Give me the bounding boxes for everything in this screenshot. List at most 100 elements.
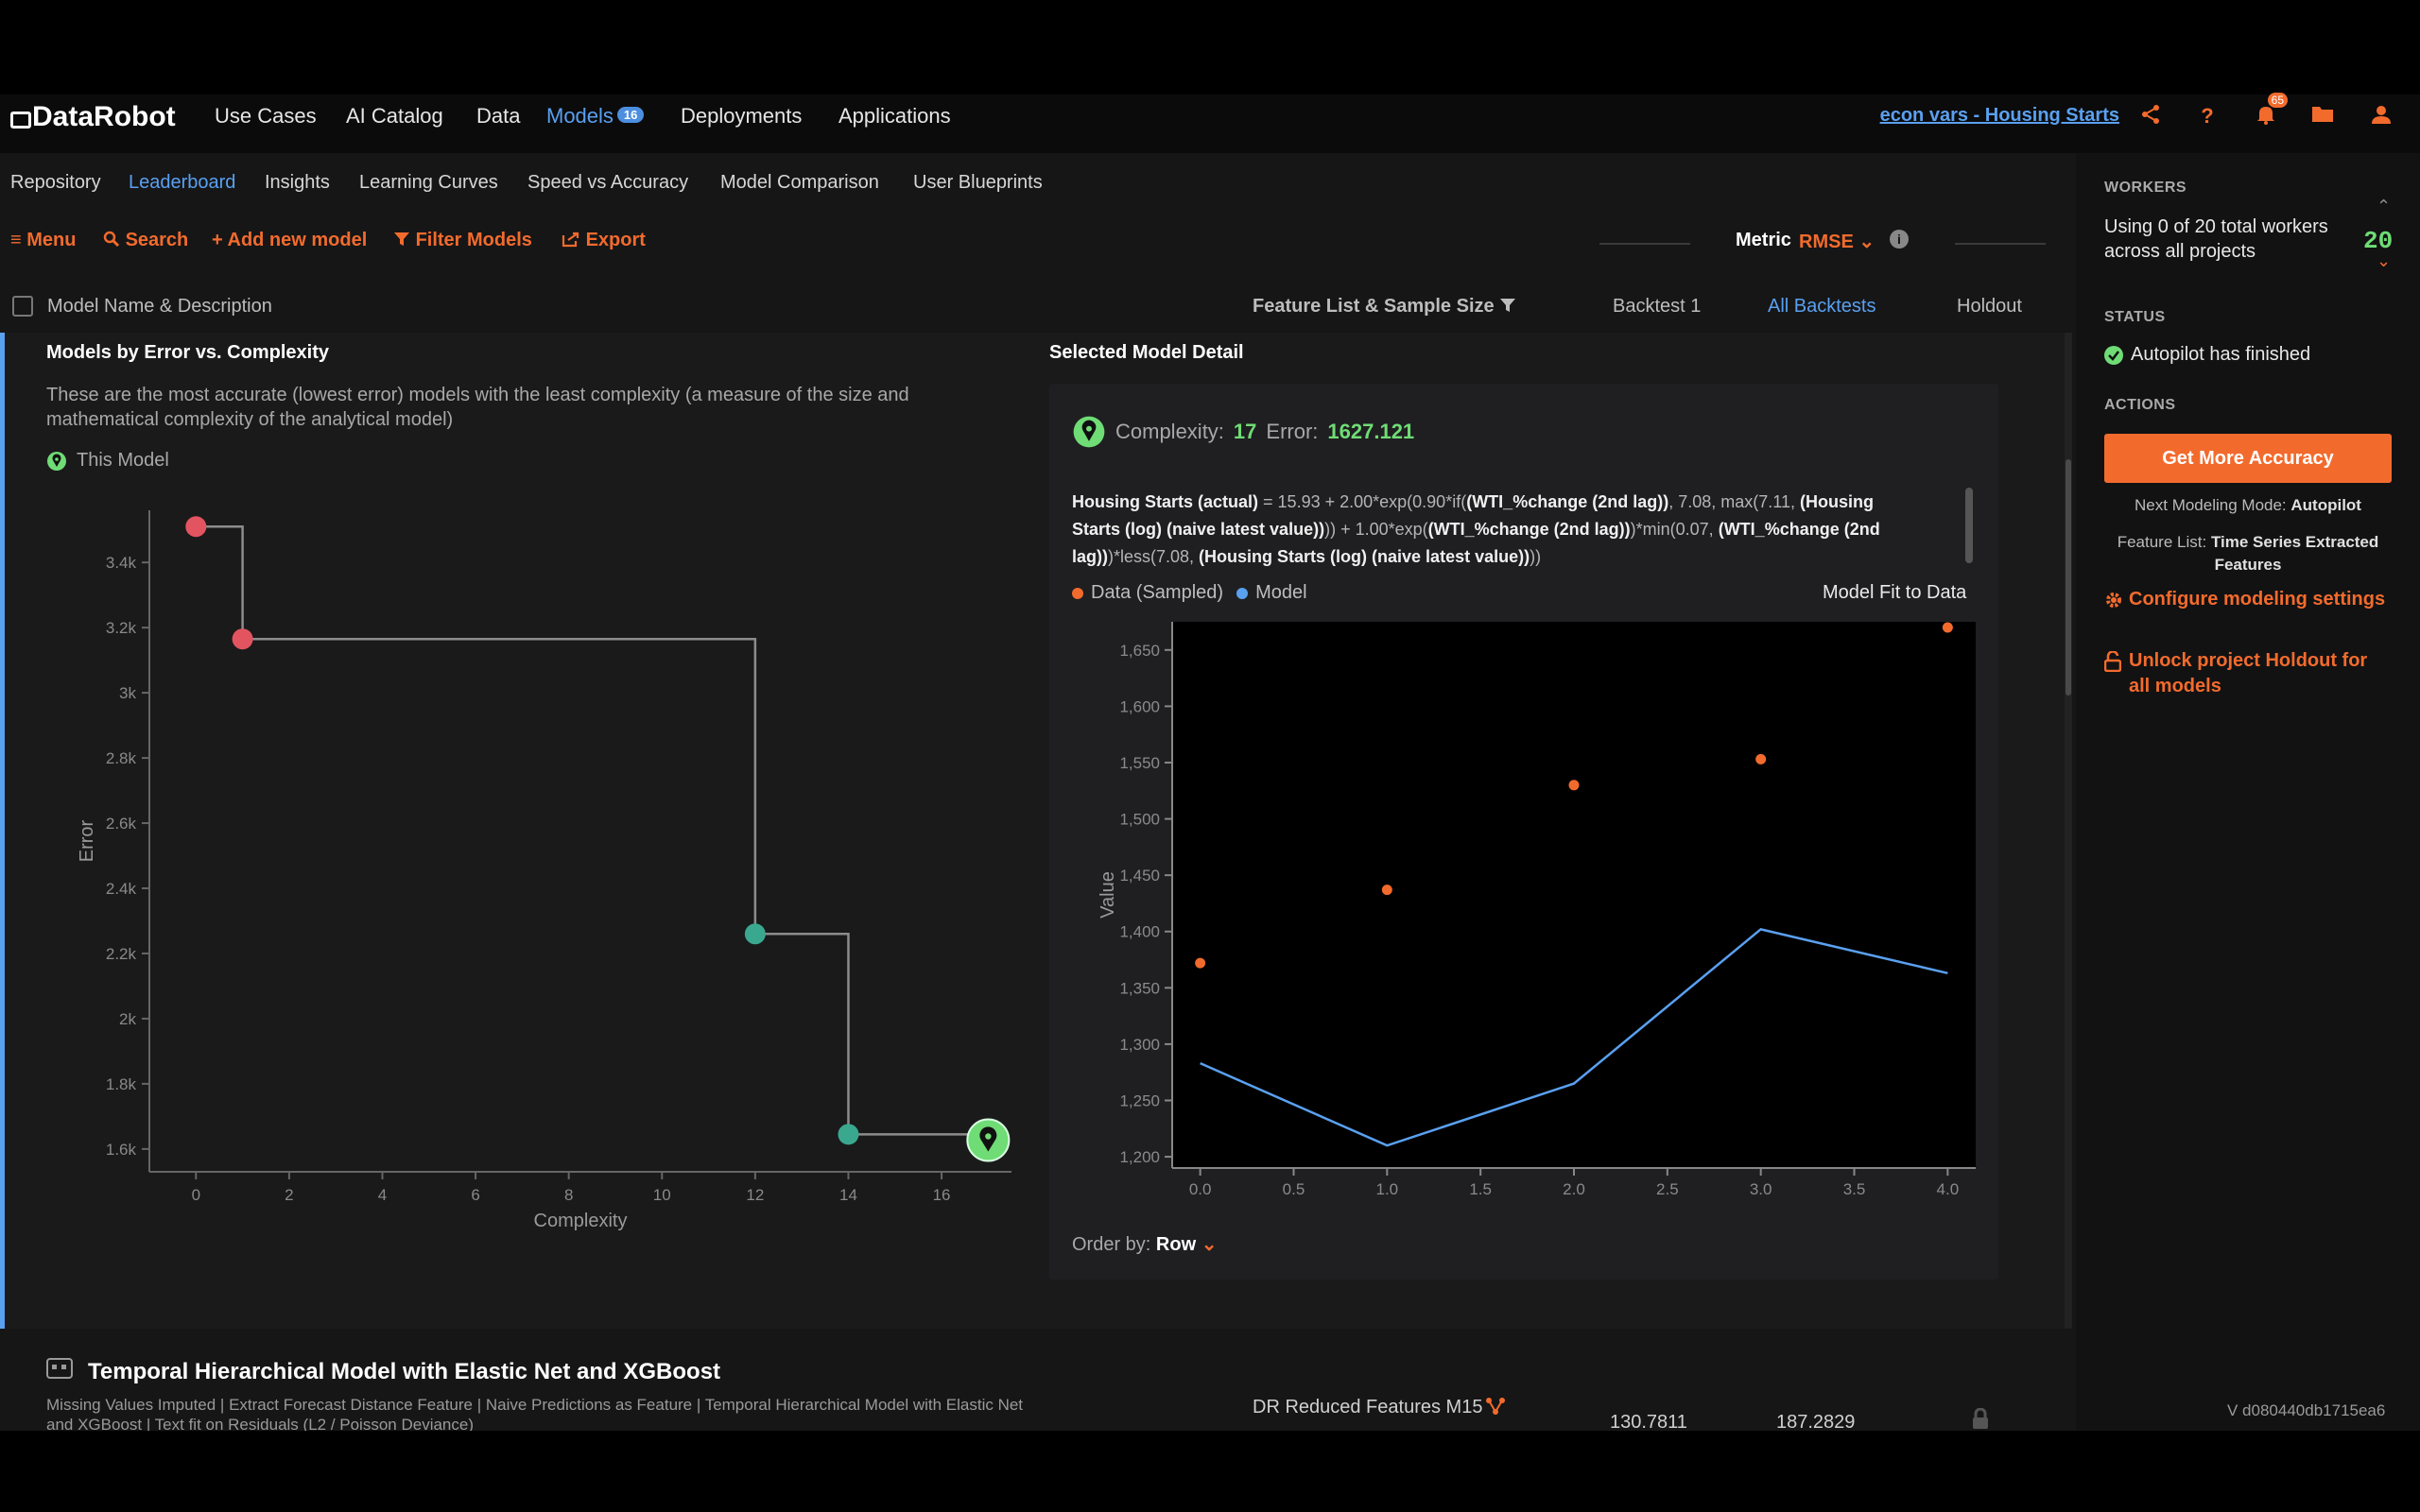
user-icon[interactable] — [2369, 104, 2394, 129]
notification-count-badge: 65 — [2267, 93, 2288, 108]
this-model-label: This Model — [77, 450, 169, 471]
map-pin-icon — [47, 451, 66, 471]
column-backtest-1[interactable]: Backtest 1 — [1613, 296, 1702, 317]
tab-learning-curves[interactable]: Learning Curves — [359, 172, 498, 193]
x-tick-label: 6 — [471, 1186, 479, 1204]
tab-user-blueprints[interactable]: User Blueprints — [913, 172, 1043, 193]
nav-ai-catalog[interactable]: AI Catalog — [346, 104, 443, 128]
status-message: Autopilot has finished — [2131, 344, 2311, 365]
y-tick-label: 1,200 — [1119, 1148, 1160, 1166]
blueprint-icon — [46, 1358, 73, 1379]
configure-modeling-settings-link[interactable]: Configure modeling settings — [2104, 589, 2385, 610]
menu-icon: ≡ — [10, 230, 27, 250]
data-legend-marker — [1072, 587, 1083, 599]
nav-models[interactable]: Models 16 — [546, 104, 645, 129]
feature-list-value: Time Series Extracted Features — [2210, 533, 2379, 574]
order-by-control[interactable]: Order by: Row ⌄ — [1072, 1232, 1217, 1256]
bell-icon[interactable]: 65 — [2254, 93, 2288, 129]
x-tick-label: 2 — [285, 1186, 293, 1204]
model-title[interactable]: Temporal Hierarchical Model with Elastic… — [88, 1359, 721, 1384]
model-fit-chart-background — [1172, 622, 1976, 1168]
export-button[interactable]: Export — [562, 230, 646, 251]
formula-text: )*min(0.07, — [1630, 520, 1719, 539]
select-all-checkbox[interactable] — [12, 296, 33, 317]
scrollbar-track[interactable] — [2065, 333, 2072, 1329]
model-legend-label: Model — [1255, 582, 1307, 603]
nav-deployments[interactable]: Deployments — [681, 104, 803, 128]
chevron-down-icon[interactable]: ⌄ — [2377, 251, 2392, 270]
share-icon[interactable] — [2138, 104, 2163, 129]
metric-label: Metric — [1736, 230, 1791, 250]
order-by-value: Row — [1155, 1234, 1197, 1255]
formula-text: = 15.93 + 2.00*exp(0.90*if( — [1258, 492, 1467, 511]
column-feature-list-label: Feature List & Sample Size — [1253, 296, 1495, 317]
unlock-label: Unlock project Holdout for all models — [2129, 650, 2368, 696]
chevron-up-icon[interactable]: ⌃ — [2377, 197, 2392, 215]
next-mode-value: Autopilot — [2290, 496, 2361, 514]
column-holdout[interactable]: Holdout — [1957, 296, 2022, 317]
column-model-name[interactable]: Model Name & Description — [47, 296, 272, 317]
model-legend-marker — [1236, 587, 1249, 599]
x-tick-label: 12 — [746, 1186, 764, 1204]
feature-list-label: Feature List: — [2117, 533, 2207, 551]
complexity-label: Complexity: — [1115, 420, 1224, 443]
feature-list-icon[interactable] — [1484, 1396, 1507, 1417]
nav-use-cases[interactable]: Use Cases — [215, 104, 317, 128]
tab-speed-vs-accuracy[interactable]: Speed vs Accuracy — [527, 172, 689, 193]
tab-repository[interactable]: Repository — [10, 172, 101, 193]
filter-models-label: Filter Models — [415, 230, 532, 250]
formula-text: )) + 1.00*exp( — [1324, 520, 1428, 539]
x-tick-label: 8 — [564, 1186, 573, 1204]
search-button[interactable]: Search — [103, 230, 188, 251]
model-feature-list: DR Reduced Features M15 — [1253, 1397, 1483, 1418]
chevron-down-icon: ⌄ — [1201, 1234, 1218, 1255]
tab-leaderboard[interactable]: Leaderboard — [129, 172, 236, 193]
tab-insights[interactable]: Insights — [265, 172, 330, 193]
export-label: Export — [585, 230, 646, 250]
tab-model-comparison[interactable]: Model Comparison — [720, 172, 879, 193]
y-tick-label: 1.8k — [106, 1075, 137, 1093]
search-icon — [103, 231, 120, 248]
share-icon-graphic — [2142, 105, 2159, 124]
add-new-model-button[interactable]: + Add new model — [212, 230, 367, 251]
y-tick-label: 1,400 — [1119, 923, 1160, 941]
formula-variable: (Housing Starts (log) (naive latest valu… — [1199, 547, 1530, 566]
version-text: V d080440db1715ea6 — [2227, 1401, 2386, 1419]
project-name-link[interactable]: econ vars - Housing Starts — [1879, 105, 2119, 126]
filter-models-button[interactable]: Filter Models — [393, 230, 532, 251]
nav-applications[interactable]: Applications — [838, 104, 951, 128]
add-new-model-label: Add new model — [227, 230, 368, 250]
x-tick-label: 4 — [378, 1186, 387, 1204]
export-icon — [562, 232, 579, 248]
folder-icon[interactable] — [2310, 104, 2335, 129]
scrollbar-thumb[interactable] — [2066, 459, 2071, 696]
model-summary: Complexity: 17 Error: 1627.121 — [1072, 415, 1414, 449]
nav-data[interactable]: Data — [476, 104, 521, 128]
table-row[interactable] — [0, 1342, 2065, 1431]
error-vs-complexity-chart: 1.6k 1.8k 2k 2.2k 2.4k 2.6k 2.8k 3k 3.2k 3.4k 0 2 4 6… — [77, 510, 1011, 1231]
data-point — [1568, 780, 1580, 791]
x-tick-label: 1.5 — [1469, 1180, 1492, 1198]
unlock-holdout-link[interactable]: Unlock project Holdout for all models — [2104, 648, 2388, 699]
x-tick-label: 2.5 — [1656, 1180, 1679, 1198]
formula-text: , 7.08, max(7.11, — [1668, 492, 1800, 511]
column-all-backtests[interactable]: All Backtests — [1768, 296, 1876, 317]
formula-scrollbar[interactable] — [1965, 488, 1973, 563]
order-by-label: Order by: — [1072, 1234, 1151, 1255]
info-icon[interactable]: i — [1890, 230, 1909, 249]
formula-text: )) — [1530, 547, 1542, 566]
help-icon[interactable]: ? — [2201, 104, 2214, 128]
x-tick-label: 10 — [653, 1186, 671, 1204]
menu-button[interactable]: ≡ Menu — [10, 230, 76, 251]
column-feature-list[interactable]: Feature List & Sample Size — [1253, 296, 1516, 318]
plus-icon: + — [212, 230, 228, 250]
datarobot-logo[interactable]: DataRobot — [9, 101, 176, 133]
models-count-badge: 16 — [616, 107, 645, 123]
get-more-accuracy-button[interactable]: Get More Accuracy — [2104, 434, 2392, 483]
metric-dropdown[interactable]: RMSE ⌄ — [1799, 230, 1875, 253]
formula-variable: (Housing Starts (log) (naive latest valu… — [1072, 492, 1874, 539]
nav-models-label: Models — [546, 104, 614, 128]
y-tick-label: 1,550 — [1119, 754, 1160, 772]
y-tick-label: 2.6k — [106, 815, 137, 833]
formula-variable: (WTI_%change (2nd lag)) — [1466, 492, 1669, 511]
